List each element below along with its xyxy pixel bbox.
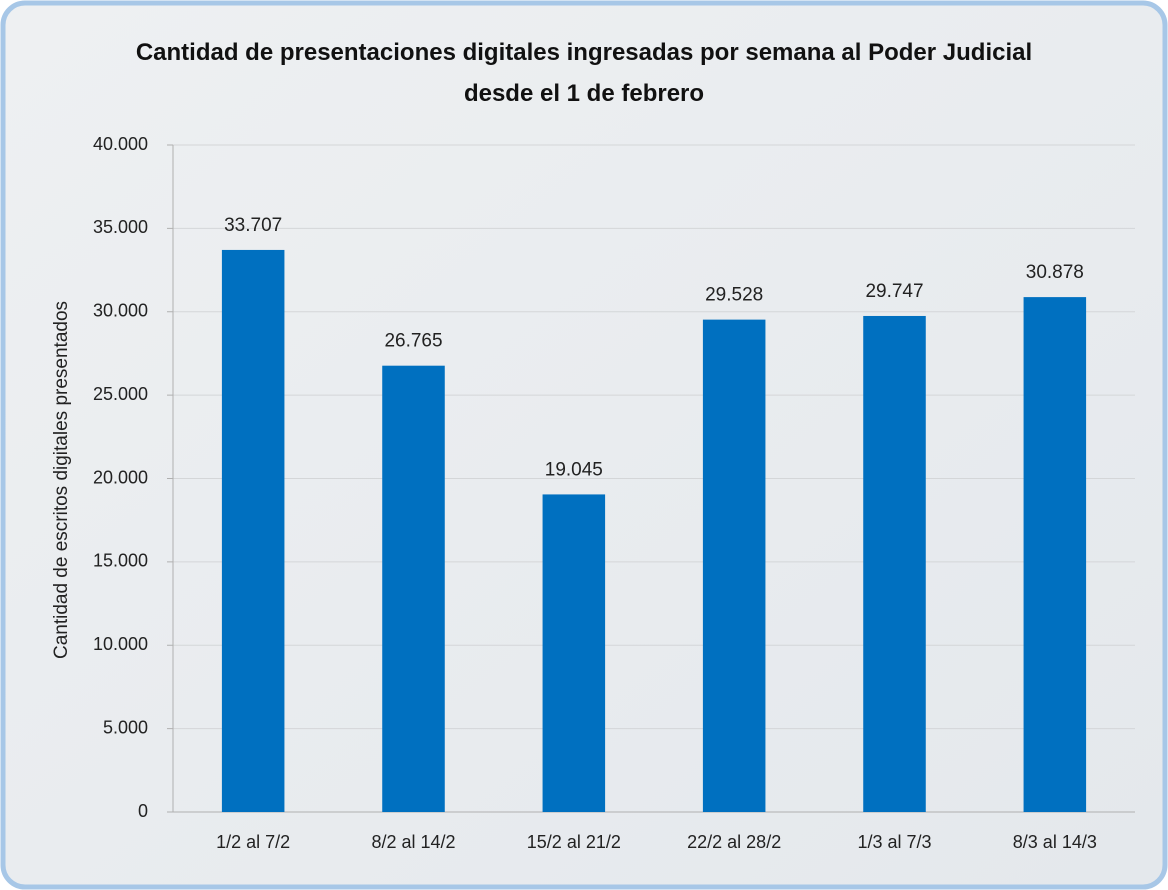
- data-label: 29.747: [865, 281, 923, 302]
- y-tick-label: 25.000: [93, 384, 148, 404]
- x-tick-label: 8/2 al 14/2: [371, 832, 455, 852]
- data-label: 33.707: [224, 215, 282, 236]
- x-tick-label: 1/2 al 7/2: [216, 832, 290, 852]
- y-tick-label: 35.000: [93, 217, 148, 237]
- y-tick-label: 15.000: [93, 551, 148, 571]
- y-tick-label: 5.000: [103, 717, 148, 737]
- chart-title: Cantidad de presentaciones digitales ing…: [135, 39, 1033, 107]
- y-axis-label: Cantidad de escritos digitales presentad…: [51, 301, 72, 659]
- y-tick-label: 20.000: [93, 467, 148, 487]
- y-tick-label: 40.000: [93, 134, 148, 154]
- y-tick-label: 30.000: [93, 301, 148, 321]
- bar: [702, 319, 766, 812]
- y-tick-label: 10.000: [93, 634, 148, 654]
- y-tick-label: 0: [138, 801, 148, 821]
- x-tick-label: 1/3 al 7/3: [857, 832, 931, 852]
- x-tick-label: 15/2 al 21/2: [527, 832, 621, 852]
- bar: [221, 249, 285, 812]
- bar: [542, 494, 606, 812]
- data-label: 19.045: [545, 459, 603, 480]
- bar: [1023, 297, 1087, 812]
- bar: [863, 315, 926, 812]
- data-label: 30.878: [1026, 262, 1084, 283]
- data-label: 26.765: [384, 331, 442, 352]
- data-label: 29.528: [705, 285, 763, 306]
- x-tick-label: 22/2 al 28/2: [687, 832, 781, 852]
- x-tick-label: 8/3 al 14/3: [1013, 832, 1097, 852]
- bar: [382, 365, 445, 812]
